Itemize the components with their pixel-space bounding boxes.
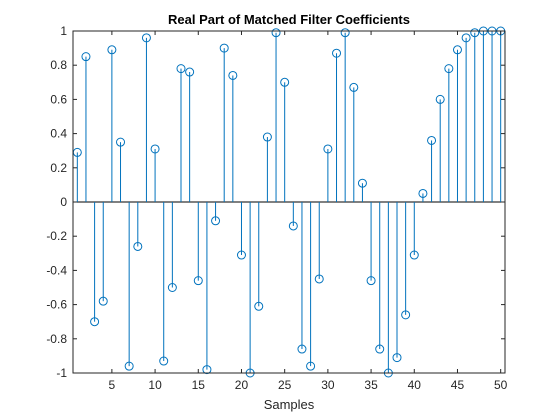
stem-marker [124, 361, 134, 371]
stem-marker [176, 64, 186, 74]
stem-marker [236, 250, 246, 260]
stem-marker [418, 188, 428, 198]
stem-marker [280, 77, 290, 87]
stem-marker [340, 28, 350, 38]
stem-marker [90, 317, 100, 327]
stem-marker [116, 137, 126, 147]
stem-marker [444, 64, 454, 74]
stem-marker [254, 301, 264, 311]
stem-marker [427, 135, 437, 145]
stem-marker [357, 178, 367, 188]
stem-marker [133, 241, 143, 251]
y-tick-label: 0 [60, 195, 67, 209]
x-tick-label: 45 [451, 378, 465, 392]
y-tick-label: 0.6 [50, 92, 67, 106]
stem-marker [375, 344, 385, 354]
y-tick-label: 0.8 [50, 58, 67, 72]
x-tick-label: 30 [321, 378, 335, 392]
stem-marker [392, 353, 402, 363]
y-tick-label: 0.4 [50, 127, 67, 141]
stem-marker [167, 283, 177, 292]
stem-marker [470, 28, 480, 38]
stem-marker [211, 216, 221, 226]
stem-marker [323, 144, 333, 154]
stem-marker [366, 276, 376, 286]
stem-marker [159, 356, 169, 366]
stem-marker [452, 45, 462, 55]
y-tick-label: -0.8 [46, 332, 67, 346]
stem-marker [409, 250, 419, 260]
x-tick-label: 50 [494, 378, 508, 392]
y-tick-label: 1 [60, 24, 67, 38]
stem-marker [435, 94, 445, 104]
stem-marker [81, 52, 91, 62]
y-tick-label: -1 [56, 366, 67, 380]
stem-marker [141, 33, 151, 43]
x-tick-label: 20 [235, 378, 249, 392]
stem-marker [461, 33, 471, 43]
x-tick-label: 35 [364, 378, 378, 392]
chart-title: Real Part of Matched Filter Coefficients [168, 12, 410, 27]
stem-marker [297, 344, 307, 354]
stem-marker [349, 82, 359, 92]
x-tick-label: 40 [408, 378, 422, 392]
stem-marker [202, 365, 212, 375]
stem-marker [306, 361, 316, 371]
stem-marker [271, 28, 281, 38]
y-tick-label: 0.2 [50, 161, 67, 175]
stem-marker [193, 276, 203, 286]
x-tick-label: 15 [192, 378, 206, 392]
x-axis-label: Samples [264, 397, 315, 412]
stem-marker [314, 274, 324, 284]
stem-marker [219, 43, 229, 53]
x-tick-label: 25 [278, 378, 292, 392]
stem-marker [98, 296, 108, 306]
stem-marker [401, 310, 411, 320]
x-axis-ticks: 5 10 15 20 25 30 35 40 45 50 [109, 31, 508, 392]
stem-marker [262, 132, 272, 142]
y-tick-label: -0.6 [46, 298, 67, 312]
stem-marker [332, 48, 342, 58]
stem-marker [288, 221, 298, 231]
x-tick-label: 5 [109, 378, 116, 392]
y-axis-ticks: -1 -0.8 -0.6 -0.4 -0.2 0 0.2 0.4 0.6 0.8 1 [46, 24, 505, 380]
stems [76, 31, 502, 373]
stem-marker [228, 70, 238, 80]
x-tick-label: 10 [148, 378, 162, 392]
stem-marker [185, 67, 195, 77]
stem-markers [72, 26, 506, 378]
y-tick-label: -0.2 [46, 229, 67, 243]
stem-marker [107, 45, 117, 55]
y-tick-label: -0.4 [46, 263, 67, 277]
stem-marker [150, 144, 160, 154]
